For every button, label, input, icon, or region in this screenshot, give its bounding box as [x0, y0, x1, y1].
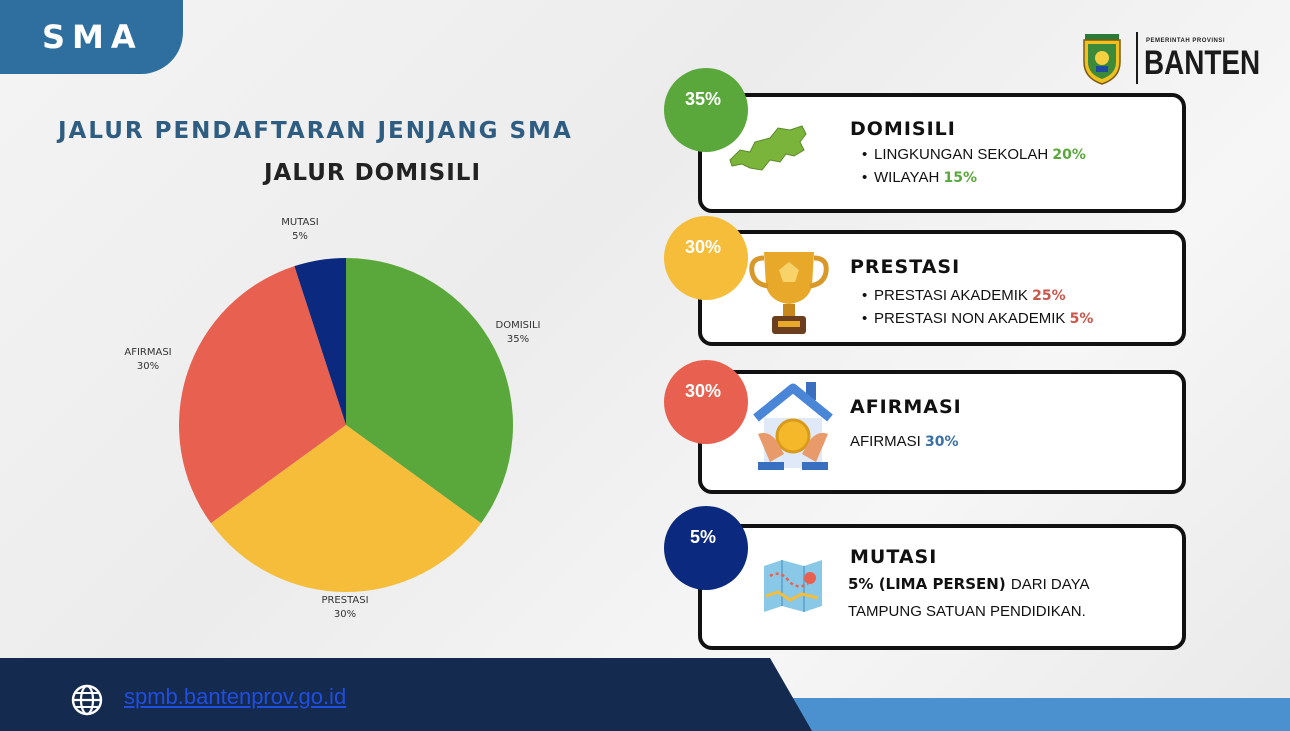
sma-tab-label: SMA [42, 18, 143, 56]
bullet-icon: • [862, 169, 868, 186]
card-line-text: WILAYAH [874, 169, 940, 186]
card-line-text: PRESTASI AKADEMIK [874, 287, 1028, 304]
card-title-mutasi: MUTASI [850, 546, 938, 568]
badge-afirmasi: 30% [664, 360, 748, 444]
badge-label: 30% [684, 380, 722, 401]
pie-label-prestasi: PRESTASI [321, 595, 368, 606]
card-line: AFIRMASI 30% [850, 433, 959, 450]
sma-tab: SMA [0, 0, 183, 74]
pie-value-label-mutasi: 5% [292, 231, 308, 242]
card-title-domisili: DOMISILI [850, 118, 956, 140]
badge-label: 30% [684, 236, 722, 257]
pie-label-mutasi: MUTASI [281, 217, 318, 228]
badge-domisili: 35% [664, 68, 748, 152]
pie-value-label-afirmasi: 30% [137, 361, 159, 372]
banten-emblem-icon [1083, 34, 1121, 85]
card-line: • PRESTASI NON AKADEMIK 5% [862, 310, 1093, 327]
logo-small-text: PEMERINTAH PROVINSI [1146, 38, 1226, 44]
house-coin-icon [750, 378, 836, 478]
bullet-icon: • [862, 310, 868, 327]
footer-band [0, 658, 1290, 731]
pie-value-label-prestasi: 30% [334, 609, 356, 620]
card-line: • PRESTASI AKADEMIK 25% [862, 287, 1066, 304]
card-line-percent: 15% [943, 170, 977, 186]
card-line-text: LINGKUNGAN SEKOLAH [874, 146, 1049, 163]
card-line-percent: 25% [1032, 288, 1066, 304]
globe-icon [71, 684, 103, 716]
card-afirmasi [698, 370, 1186, 494]
card-line: TAMPUNG SATUAN PENDIDIKAN. [848, 603, 1086, 620]
pie-slice-mutasi [294, 258, 346, 425]
footer-url-link[interactable]: spmb.bantenprov.go.id [124, 684, 347, 709]
route-map-icon [760, 556, 826, 620]
card-line-percent: 20% [1052, 147, 1086, 163]
pie-value-label-domisili: 35% [507, 334, 529, 345]
card-line-percent: 5% [1069, 311, 1094, 327]
pie-slice-afirmasi [178, 266, 346, 524]
banten-logo: PEMERINTAH PROVINSI BANTEN [1078, 28, 1261, 88]
pie-label-afirmasi: AFIRMASI [124, 347, 171, 358]
map-icon [720, 120, 820, 184]
badge-label: 35% [684, 88, 722, 109]
logo-big-text: BANTEN [1144, 44, 1261, 82]
card-line-text: AFIRMASI [850, 433, 921, 450]
logo-divider [1136, 32, 1138, 84]
card-line: • WILAYAH 15% [862, 169, 977, 186]
pie-slice-domisili [346, 258, 514, 524]
bullet-icon: • [862, 287, 868, 304]
pie-slice-prestasi [210, 425, 482, 593]
page-title: JALUR PENDAFTARAN JENJANG SMA [58, 118, 573, 144]
badge-mutasi: 5% [664, 506, 748, 590]
card-line-bold: 5% (LIMA PERSEN) [848, 575, 1011, 593]
card-title-prestasi: PRESTASI [850, 256, 961, 278]
page-subtitle: JALUR DOMISILI [264, 160, 482, 186]
card-line: • LINGKUNGAN SEKOLAH 20% [862, 146, 1086, 163]
bullet-icon: • [862, 146, 868, 163]
badge-label: 5% [689, 526, 716, 547]
card-line-percent: 30% [925, 434, 959, 450]
card-line-text: DARI DAYA [1010, 576, 1090, 593]
card-line-text: PRESTASI NON AKADEMIK [874, 310, 1066, 327]
badge-prestasi: 30% [664, 216, 748, 300]
card-line-text: TAMPUNG SATUAN PENDIDIKAN. [848, 603, 1086, 620]
card-line: 5% (LIMA PERSEN) DARI DAYA [848, 575, 1090, 593]
card-title-afirmasi: AFIRMASI [850, 396, 962, 418]
trophy-icon [746, 246, 832, 342]
pie-label-domisili: DOMISILI [496, 320, 541, 331]
